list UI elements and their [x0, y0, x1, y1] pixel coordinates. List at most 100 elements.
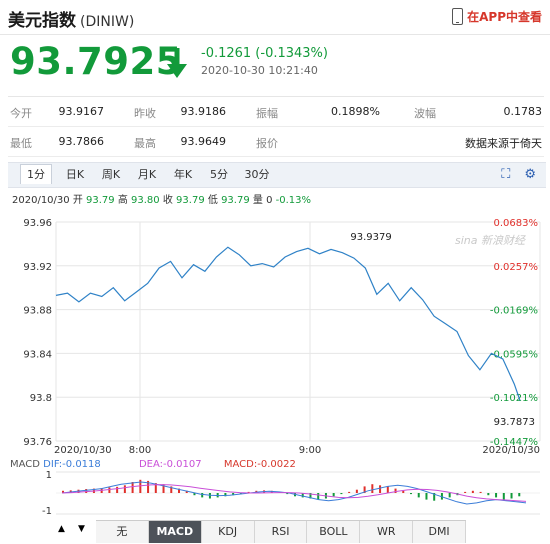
macd-bar — [178, 488, 180, 493]
quote-datetime: 2020-10-30 10:21:40 — [201, 64, 318, 77]
indicator-rsi[interactable]: RSI — [254, 521, 308, 543]
stats-row-1: 今开 93.9167 昨收 93.9186 振幅 0.1898% 波幅 0.17… — [8, 97, 544, 127]
stat-label-amplitude: 振幅 — [256, 107, 278, 120]
price-annotation: 93.9379 — [350, 232, 391, 243]
stat-value-prev-close: 93.9186 — [180, 105, 227, 118]
stat-label-quote: 报价 — [256, 137, 278, 150]
macd-bar — [518, 493, 521, 497]
y-tick-label: 93.8 — [30, 393, 52, 404]
price-change: -0.1261 (-0.1343%) — [201, 46, 328, 61]
indicator-none[interactable]: 无 — [96, 521, 149, 543]
scroll-down-icon[interactable]: ▼ — [78, 524, 85, 534]
y-pct-tick-label: -0.1021% — [490, 393, 538, 404]
stats-table: 今开 93.9167 昨收 93.9186 振幅 0.1898% 波幅 0.17… — [8, 96, 544, 157]
watermark-logo: sina 新浪财经 — [455, 234, 526, 247]
tab-yearly[interactable]: 年K — [173, 168, 193, 181]
dif-value: -0.0118 — [62, 459, 101, 470]
title-text: 美元指数 — [8, 11, 76, 31]
candle-info-line: 2020/10/30 开 93.79 高 93.80 收 93.79 低 93.… — [12, 191, 311, 206]
info-high-label: 高 — [117, 195, 128, 206]
indicator-macd[interactable]: MACD — [148, 521, 202, 543]
macd-bar — [355, 489, 358, 493]
stat-label-open: 今开 — [10, 107, 32, 120]
macd-bar — [131, 482, 134, 493]
y-tick-label: 93.96 — [23, 218, 52, 229]
macd-bar — [471, 490, 474, 493]
info-vol: 0 — [266, 195, 273, 206]
expand-icon[interactable]: ⛶ — [501, 167, 511, 182]
macd-bar — [448, 493, 451, 498]
macd-y-tick: 1 — [46, 470, 52, 481]
y-pct-tick-label: 0.0257% — [494, 262, 539, 273]
macd-bar — [270, 490, 273, 493]
stat-label-range: 波幅 — [414, 107, 436, 120]
data-source: 数据来源于倚天 — [465, 137, 542, 150]
dea-label: DEA: — [138, 459, 163, 470]
macd-bar — [170, 486, 173, 493]
macd-bar — [510, 493, 513, 499]
macd-bar — [185, 490, 188, 493]
tab-daily[interactable]: 日K — [65, 168, 85, 181]
macd-bar — [286, 493, 289, 495]
x-tick-label: 9:00 — [299, 445, 321, 456]
macd-bar — [85, 489, 88, 493]
macd-bar — [309, 493, 312, 499]
macd-bar — [386, 486, 389, 493]
x-tick-label: 2020/10/30 — [54, 445, 112, 456]
page-title: 美元指数 (DINIW) — [8, 6, 134, 31]
macd-legend: MACD DIF:-0.0118 DEA:-0.0107 MACD:-0.002… — [10, 459, 296, 470]
price-annotation: 93.7873 — [494, 417, 535, 428]
macd-bar — [410, 493, 412, 495]
macd-bar — [479, 491, 482, 493]
macd-bar — [433, 493, 436, 501]
indicator-boll[interactable]: BOLL — [307, 521, 361, 543]
macd-bar — [363, 486, 366, 493]
indicator-wr[interactable]: WR — [360, 521, 414, 543]
tab-weekly[interactable]: 周K — [101, 168, 121, 181]
info-open: 93.79 — [86, 195, 115, 206]
dif-line — [61, 481, 527, 505]
x-tick-label: 8:00 — [129, 445, 151, 456]
info-low: 93.79 — [221, 195, 250, 206]
open-in-app-link[interactable]: 在APP中查看 — [452, 8, 542, 25]
macd-bar — [232, 493, 235, 496]
open-in-app-label: 在APP中查看 — [467, 10, 542, 24]
stat-label-low: 最低 — [10, 137, 32, 150]
stat-label-high: 最高 — [134, 137, 156, 150]
scroll-up-icon[interactable]: ▲ — [58, 524, 65, 534]
y-tick-label: 93.84 — [23, 349, 52, 360]
tab-monthly[interactable]: 月K — [137, 168, 157, 181]
y-tick-label: 93.76 — [23, 437, 52, 448]
info-high: 93.80 — [131, 195, 160, 206]
price-chart[interactable]: 93.96 0.0683% 93.92 0.0257% 93.88 -0.0169% 93.… — [0, 208, 550, 518]
y-pct-tick-label: -0.1447% — [490, 437, 538, 448]
indicator-dmi[interactable]: DMI — [413, 521, 467, 543]
stats-row-2: 最低 93.7866 最高 93.9649 报价 数据来源于倚天 — [8, 127, 544, 157]
macd-bar — [201, 493, 204, 498]
indicator-tabs: 无 MACD KDJ RSI BOLL WR DMI — [96, 520, 467, 543]
indicator-kdj[interactable]: KDJ — [201, 521, 255, 543]
macd-bar — [147, 480, 150, 493]
stat-value-high: 93.9649 — [180, 135, 227, 148]
macd-bar — [487, 493, 490, 496]
macd-bar — [162, 484, 165, 493]
tab-30min[interactable]: 30分 — [244, 168, 270, 181]
header-divider — [0, 34, 550, 35]
macd-bar — [495, 493, 498, 498]
tab-5min[interactable]: 5分 — [210, 168, 228, 181]
macd-y-tick: -1 — [42, 506, 52, 517]
macd-bar — [340, 493, 343, 495]
info-vol-label: 量 — [252, 195, 263, 206]
current-price: 93.7925 — [10, 40, 183, 83]
macd-bar — [425, 493, 428, 500]
settings-gear-icon[interactable]: ⚙ — [524, 167, 536, 182]
macd-bar — [224, 493, 227, 497]
dea-line — [61, 484, 527, 502]
stat-value-open: 93.9167 — [58, 105, 105, 118]
y-pct-tick-label: -0.0595% — [490, 349, 538, 360]
macd-bar — [417, 493, 420, 498]
tab-1min[interactable]: 1分 — [20, 164, 52, 184]
y-pct-tick-label: -0.0169% — [490, 306, 538, 317]
dif-label: DIF: — [43, 459, 63, 470]
price-line — [55, 246, 521, 401]
